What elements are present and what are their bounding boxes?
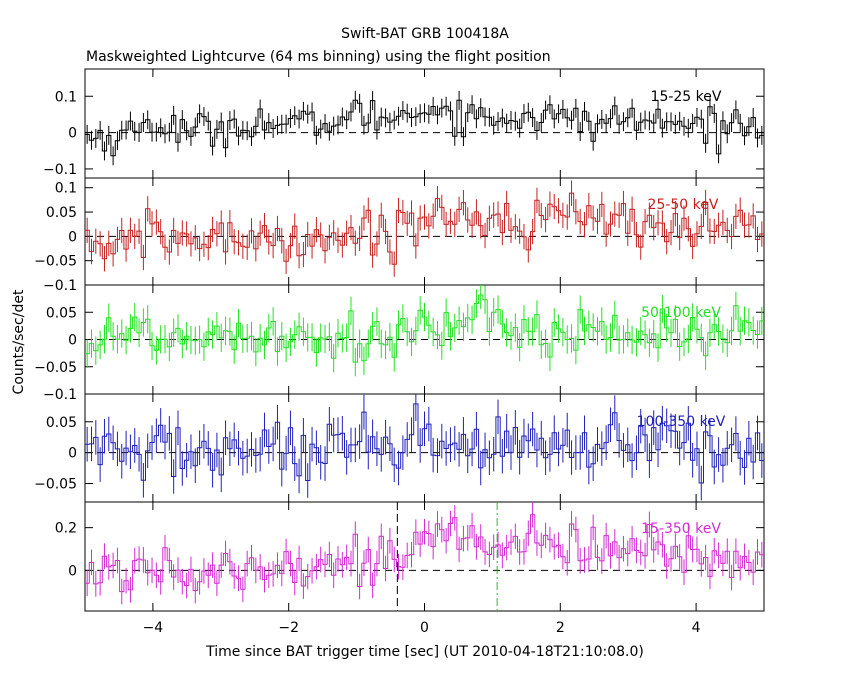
x-tick-label: 4 <box>692 620 701 636</box>
panel-4: 0 0.2 15-350 keV <box>55 501 765 612</box>
panel-2: −0.1 −0.05 0 0.05 50-100 keV <box>34 284 765 403</box>
y-tick-label: 0.1 <box>55 89 77 105</box>
panels-group: −0.1 0 0.1 15-25 keV −0.1 −0.05 0 0.05 0.1 25-50 … <box>34 68 765 636</box>
y-tick-label: 0 <box>68 126 77 142</box>
y-tick-label: 0.1 <box>55 181 77 197</box>
y-axis-label: Counts/sec/det <box>11 289 27 394</box>
y-tick-label: −0.1 <box>43 278 77 294</box>
error-bars <box>86 285 763 377</box>
x-axis-label: Time since BAT trigger time [sec] (UT 20… <box>205 644 644 660</box>
x-tick-label: 2 <box>556 620 565 636</box>
lightcurve-step-line <box>85 403 764 484</box>
error-bars <box>86 180 763 277</box>
x-tick-label: −4 <box>143 620 164 636</box>
chart-title: Swift-BAT GRB 100418A <box>341 26 509 42</box>
band-label: 15-25 keV <box>651 89 722 105</box>
y-tick-label: 0 <box>68 446 77 462</box>
band-label: 100-350 keV <box>637 414 726 430</box>
x-tick-label: −2 <box>278 620 299 636</box>
y-tick-label: −0.1 <box>43 387 77 403</box>
lightcurve-step-line <box>85 99 764 157</box>
y-tick-label: −0.05 <box>34 360 77 376</box>
panel-0: −0.1 0 0.1 15-25 keV <box>43 68 765 179</box>
y-tick-label: 0 <box>68 229 77 245</box>
chart-subtitle: Maskweighted Lightcurve (64 ms binning) … <box>86 49 551 65</box>
error-bars <box>86 502 763 605</box>
y-tick-label: 0.05 <box>46 305 77 321</box>
y-tick-label: 0.05 <box>46 205 77 221</box>
lightcurve-step-line <box>85 514 764 593</box>
y-tick-label: −0.05 <box>34 476 77 492</box>
panel-3: −0.05 0 0.05 100-350 keV <box>34 393 765 503</box>
y-tick-label: 0 <box>68 563 77 579</box>
band-label: 50-100 keV <box>641 305 721 321</box>
lightcurve-step-line <box>85 294 764 363</box>
y-tick-label: −0.05 <box>34 254 77 270</box>
x-tick-label: 0 <box>420 620 429 636</box>
y-tick-label: 0 <box>68 333 77 349</box>
lightcurve-step-line <box>85 192 764 265</box>
y-tick-label: −0.1 <box>43 162 77 178</box>
panel-1: −0.1 −0.05 0 0.05 0.1 25-50 keV <box>34 177 765 294</box>
y-tick-label: 0.05 <box>46 415 77 431</box>
y-tick-label: 0.2 <box>55 521 77 537</box>
band-label: 15-350 keV <box>641 521 721 537</box>
band-label: 25-50 keV <box>648 197 719 213</box>
